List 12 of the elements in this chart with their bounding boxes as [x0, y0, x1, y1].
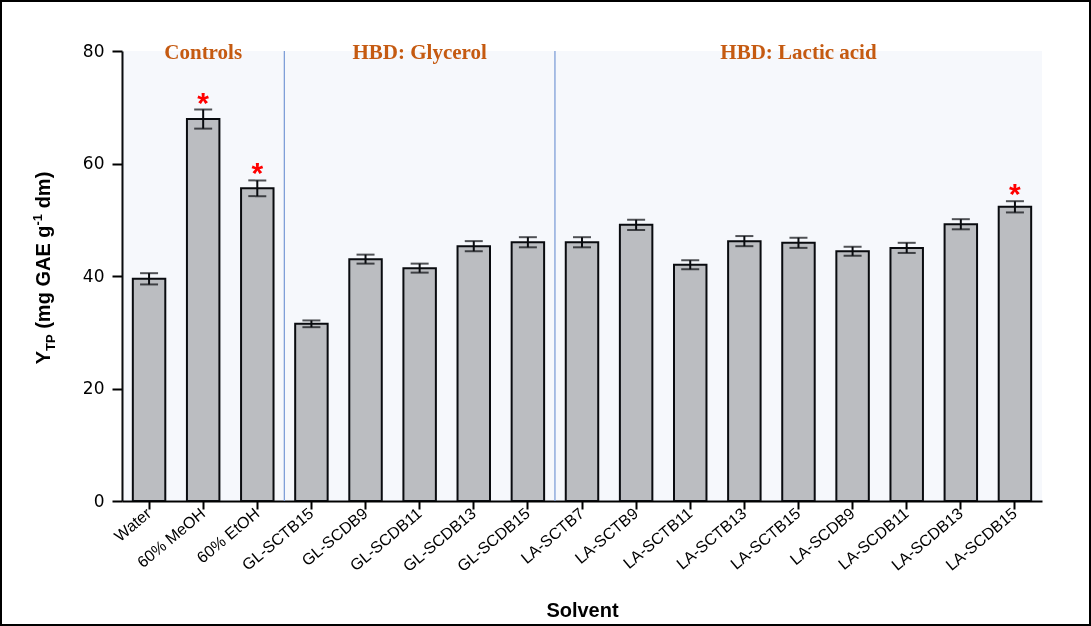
- annotation: *: [197, 85, 210, 119]
- y-tick-label: 40: [82, 265, 105, 286]
- y-tick-label: 20: [82, 378, 105, 398]
- x-axis-title: Solvent: [546, 598, 619, 621]
- y-tick-label: 0: [93, 490, 105, 511]
- y-tick-label: 60: [82, 153, 105, 173]
- band-label: Controls: [164, 40, 243, 64]
- annotation: *: [1009, 177, 1022, 211]
- annotation: *: [251, 156, 264, 190]
- band-label: HBD: Lactic acid: [720, 40, 877, 64]
- band-label: HBD: Glycerol: [352, 40, 487, 64]
- y-tick-label: 80: [82, 40, 105, 61]
